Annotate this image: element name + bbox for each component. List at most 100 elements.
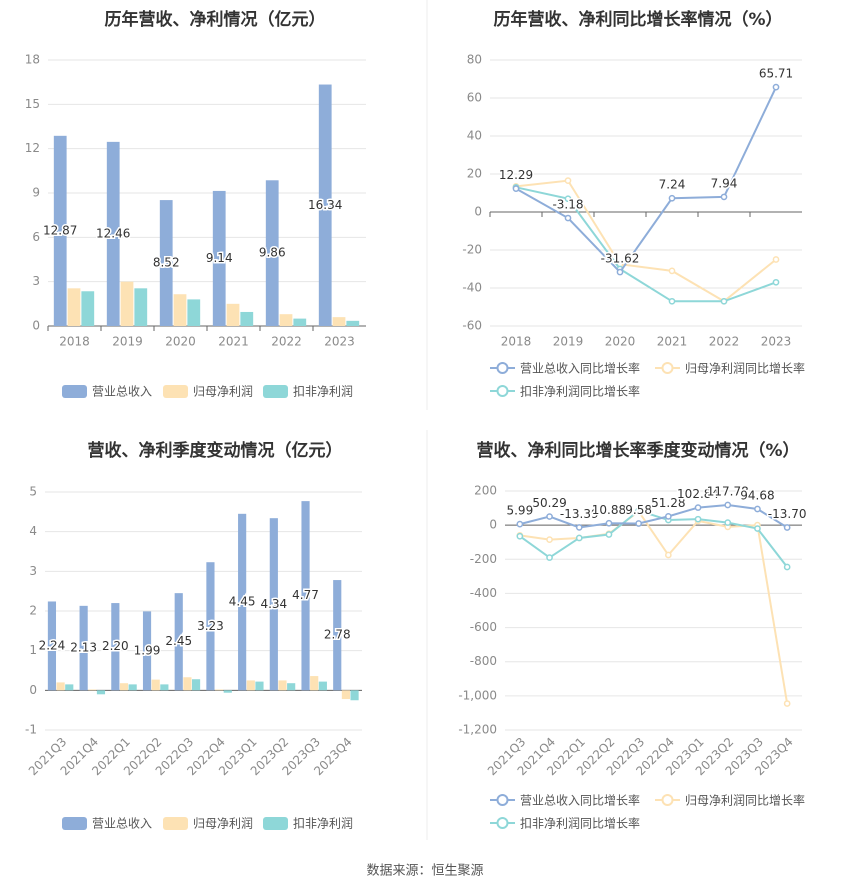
y-tick-label: -600 <box>470 620 497 634</box>
bar-deducted-net-profit <box>350 690 359 701</box>
chart-panel-2: 历年营收、净利同比增长率情况（%） -60 -40 -20 0 20 40 60 80 2018 2… <box>462 9 805 399</box>
y-tick-label: -400 <box>470 586 497 600</box>
series-point-1 <box>516 520 524 528</box>
series-point-1 <box>720 193 728 201</box>
series-line-2 <box>519 510 789 704</box>
series-point-1 <box>754 505 761 513</box>
series-line-1 <box>515 86 777 274</box>
series-point-1 <box>783 524 791 531</box>
legend-swatch <box>62 817 87 830</box>
y-tick-label: -40 <box>462 281 482 295</box>
legend-item[interactable]: 营业总收入同比增长率 <box>490 361 640 376</box>
data-label: 2.20 <box>102 639 129 653</box>
bar-revenue <box>318 84 332 326</box>
x-tick-label: 2020 <box>605 335 636 349</box>
series-point-2 <box>783 700 791 707</box>
series-point-3 <box>720 297 728 305</box>
bar-deducted-net-profit <box>346 320 360 326</box>
legend-item[interactable]: 归母净利润同比增长率 <box>655 793 805 808</box>
series-line-3 <box>519 509 788 568</box>
y-tick-label: -1,000 <box>458 688 497 702</box>
legend-label: 归母净利润同比增长率 <box>685 793 805 808</box>
bar-net-profit <box>215 689 224 691</box>
x-tick-label: 2021 <box>657 335 688 349</box>
series-point-3 <box>754 525 761 532</box>
bar-deducted-net-profit <box>287 683 296 691</box>
y-tick-label: 80 <box>467 53 482 67</box>
data-label: -13.70 <box>768 507 807 521</box>
legend-item[interactable]: 扣非净利润同比增长率 <box>490 816 640 831</box>
data-label: 2.78 <box>324 628 351 642</box>
legend-item[interactable]: 营业总收入同比增长率 <box>490 793 640 808</box>
chart-title: 历年营收、净利情况（亿元） <box>105 9 326 30</box>
legend-item[interactable]: 归母净利润 <box>163 385 253 399</box>
series-point-2 <box>772 256 780 263</box>
y-tick-label: 0 <box>29 683 37 697</box>
series-point-1 <box>546 513 553 520</box>
y-tick-label: -20 <box>462 243 482 257</box>
bar-deducted-net-profit <box>96 690 106 695</box>
series-point-1 <box>772 83 780 91</box>
data-source: 数据来源：恒生聚源 <box>366 864 483 879</box>
y-tick-label: 18 <box>25 53 40 67</box>
y-tick-label: 200 <box>474 484 497 498</box>
series-point-3 <box>516 532 524 540</box>
data-label: 9.58 <box>625 503 652 517</box>
y-tick-label: -1 <box>25 723 37 737</box>
data-label: 3.23 <box>197 619 224 633</box>
y-tick-label: 9 <box>32 186 40 200</box>
bar-deducted-net-profit <box>134 288 148 326</box>
bar-deducted-net-profit <box>240 311 254 326</box>
series-point-3 <box>564 195 572 203</box>
legend-label: 营业总收入同比增长率 <box>520 361 640 376</box>
legend-label: 扣非净利润同比增长率 <box>520 384 640 399</box>
data-label: -3.18 <box>552 198 583 212</box>
x-tick-label: 2018 <box>59 335 90 349</box>
bar-revenue <box>212 190 226 326</box>
legend-item[interactable]: 扣非净利润同比增长率 <box>490 384 640 399</box>
x-tick-label: 2019 <box>112 335 143 349</box>
bar-net-profit <box>183 677 192 691</box>
chart-panel-1: 历年营收、净利情况（亿元） 0 3 6 9 12 15 18 2018 2019 2020 2021 2… <box>25 9 366 399</box>
legend-swatch <box>263 817 288 830</box>
chart-title: 营收、净利季度变动情况（亿元） <box>88 440 343 461</box>
legend[interactable]: 营业总收入 归母净利润 扣非净利润 <box>62 385 353 399</box>
legend-swatch-marker <box>496 817 509 829</box>
series-point-1 <box>564 214 572 222</box>
series-point-1 <box>665 513 672 520</box>
data-label: -13.39 <box>560 507 599 521</box>
legend-item[interactable]: 归母净利润同比增长率 <box>655 361 805 376</box>
bar-net-profit <box>278 680 287 691</box>
x-tick-label: 2022 <box>271 335 302 349</box>
series-line-3 <box>515 186 777 303</box>
legend-label: 营业总收入 <box>92 385 152 399</box>
legend-item[interactable]: 营业总收入 <box>62 817 152 831</box>
legend-item[interactable]: 扣非净利润 <box>263 817 353 831</box>
data-label: 2.24 <box>39 638 66 652</box>
series-point-1 <box>575 524 583 531</box>
bar-deducted-net-profit <box>255 681 264 691</box>
data-label: 2.45 <box>165 634 192 648</box>
series-point-1 <box>694 504 702 511</box>
legend-item[interactable]: 营业总收入 <box>62 385 152 399</box>
data-label: 50.29 <box>532 496 566 510</box>
legend[interactable]: 营业总收入 归母净利润 扣非净利润 <box>62 817 353 831</box>
legend-label: 归母净利润同比增长率 <box>685 361 805 376</box>
data-label: 16.34 <box>308 198 342 212</box>
legend-item[interactable]: 归母净利润 <box>163 817 253 831</box>
series-point-3 <box>668 297 676 305</box>
data-label: 2.13 <box>70 641 97 655</box>
bar-revenue <box>79 605 88 691</box>
y-tick-label: 40 <box>467 129 482 143</box>
data-label: 51.28 <box>651 496 685 510</box>
legend-swatch <box>163 385 188 398</box>
legend-item[interactable]: 扣非净利润 <box>263 385 353 399</box>
data-label: 102.84 <box>677 487 719 501</box>
bar-revenue <box>47 601 57 691</box>
x-tick-label: 2021 <box>218 335 249 349</box>
x-tick-label: 2020 <box>165 335 196 349</box>
y-tick-label: 2 <box>29 604 37 618</box>
x-tick-label: 2018 <box>501 335 532 349</box>
